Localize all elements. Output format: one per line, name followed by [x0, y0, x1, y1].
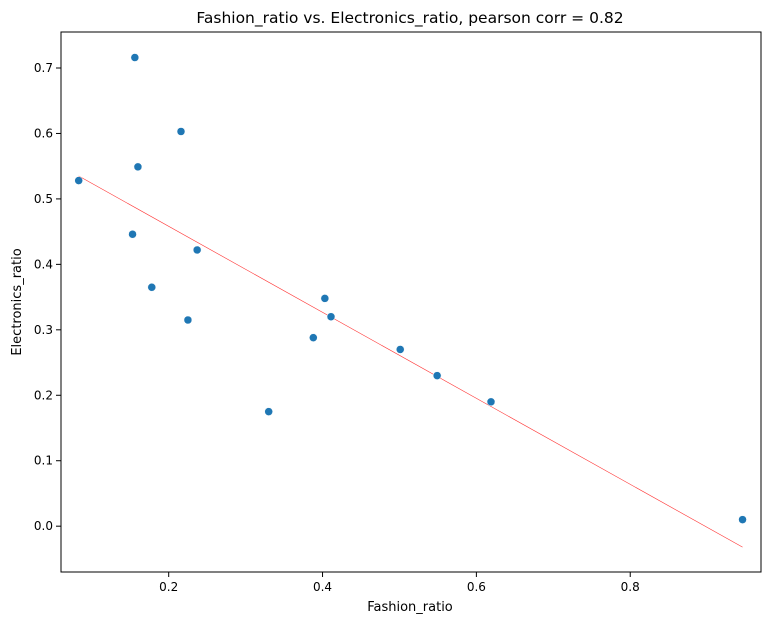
x-axis: 0.2 0.4 0.6 0.8 [159, 572, 640, 594]
data-point-15 [486, 397, 496, 407]
y-axis: 0.0 0.1 0.2 0.3 0.4 0.5 0.6 0.7 [34, 61, 61, 533]
regression-line [78, 175, 743, 548]
y-tick-label-6: 0.5 [34, 192, 53, 206]
data-point-5 [128, 230, 137, 239]
data-point-2 [130, 53, 140, 62]
y-tick-label-5: 0.4 [34, 257, 53, 271]
y-tick-label-4: 0.3 [34, 323, 53, 337]
data-point-8 [183, 315, 193, 325]
data-point-6 [192, 245, 202, 255]
data-point-9 [264, 407, 273, 416]
x-tick-label-1: 0.2 [159, 580, 178, 594]
data-point-14 [432, 371, 442, 380]
y-tick-label-1: 0.0 [34, 519, 53, 533]
y-tick-label-7: 0.6 [34, 126, 53, 140]
y-axis-label: Electronics_ratio [10, 248, 25, 355]
data-point-12 [326, 312, 336, 321]
data-point-3 [176, 127, 186, 136]
x-tick-label-2: 0.4 [313, 580, 332, 594]
data-point-13 [395, 345, 405, 354]
fit-line-layer [78, 175, 743, 548]
data-point-11 [320, 294, 330, 303]
data-point-7 [147, 283, 157, 292]
points-layer [74, 53, 747, 524]
x-axis-label: Fashion_ratio [367, 600, 453, 615]
chart-title: Fashion_ratio vs. Electronics_ratio, pea… [196, 9, 623, 28]
data-point-16 [738, 515, 747, 524]
y-tick-label-3: 0.2 [34, 388, 53, 402]
y-tick-label-2: 0.1 [34, 454, 53, 468]
y-tick-label-8: 0.7 [34, 61, 53, 75]
data-point-4 [133, 162, 143, 172]
x-tick-label-3: 0.6 [467, 580, 486, 594]
plot-area [60, 31, 762, 573]
data-point-10 [309, 333, 318, 342]
x-tick-label-4: 0.8 [621, 580, 640, 594]
data-point-1 [74, 176, 83, 185]
